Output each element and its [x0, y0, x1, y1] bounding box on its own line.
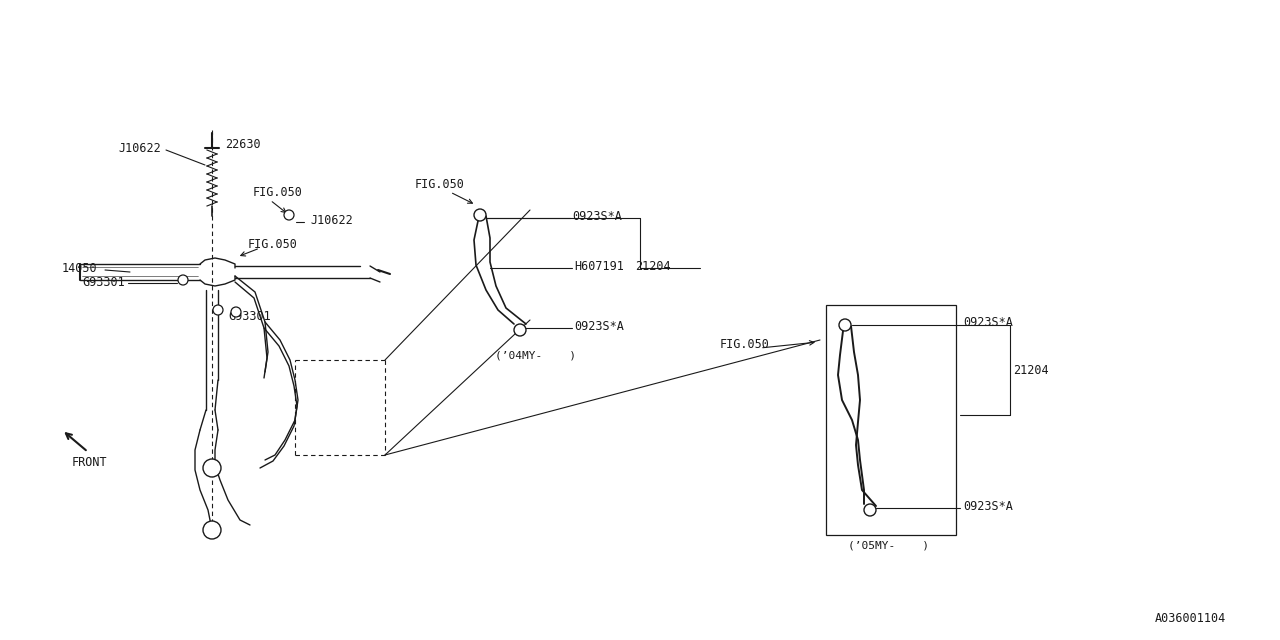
Text: 21204: 21204: [1012, 364, 1048, 376]
Circle shape: [474, 209, 486, 221]
Circle shape: [178, 275, 188, 285]
Text: J10622: J10622: [310, 214, 353, 227]
Text: FRONT: FRONT: [72, 456, 108, 468]
Circle shape: [515, 324, 526, 336]
Text: A036001104: A036001104: [1155, 611, 1226, 625]
Text: 0923S*A: 0923S*A: [963, 317, 1012, 330]
Circle shape: [284, 210, 294, 220]
Circle shape: [864, 504, 876, 516]
Text: H607191: H607191: [573, 259, 623, 273]
Text: 0923S*A: 0923S*A: [572, 209, 622, 223]
Text: 21204: 21204: [635, 259, 671, 273]
Text: FIG.050: FIG.050: [719, 339, 769, 351]
Circle shape: [204, 521, 221, 539]
Text: G93301: G93301: [228, 310, 271, 323]
Circle shape: [204, 459, 221, 477]
Bar: [826, 305, 956, 535]
Text: J10622: J10622: [118, 141, 161, 154]
Text: (’05MY-    ): (’05MY- ): [849, 540, 929, 550]
Circle shape: [212, 305, 223, 315]
Text: 0923S*A: 0923S*A: [573, 319, 623, 333]
Text: 22630: 22630: [225, 138, 261, 152]
Text: FIG.050: FIG.050: [248, 239, 298, 252]
Text: FIG.050: FIG.050: [415, 179, 465, 191]
Circle shape: [838, 319, 851, 331]
Text: FIG.050: FIG.050: [253, 186, 303, 198]
Text: G93301: G93301: [82, 276, 124, 289]
Text: 14050: 14050: [61, 262, 97, 275]
Circle shape: [230, 307, 241, 317]
Text: (’04MY-    ): (’04MY- ): [495, 350, 576, 360]
Text: 0923S*A: 0923S*A: [963, 499, 1012, 513]
